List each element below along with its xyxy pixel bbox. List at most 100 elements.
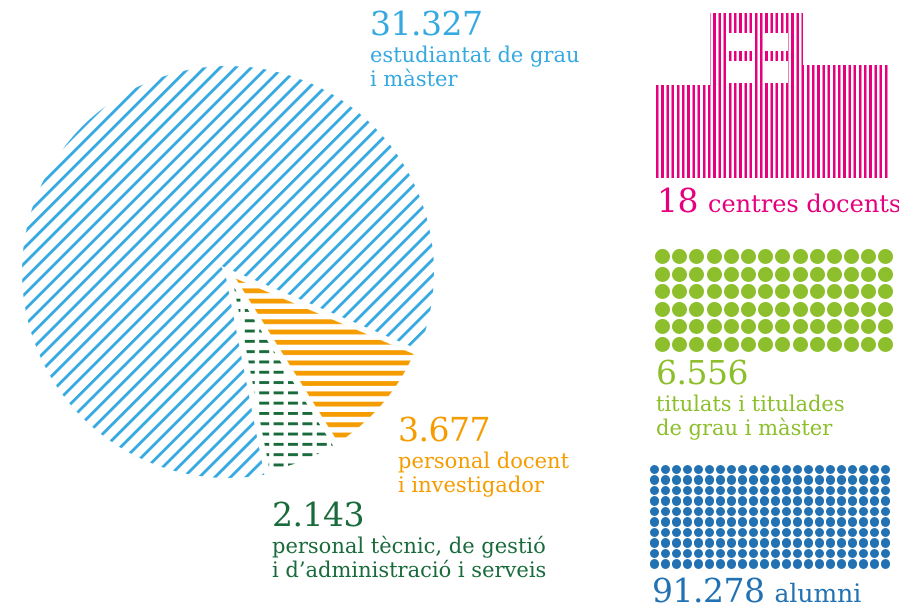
dot xyxy=(748,517,759,527)
dot xyxy=(844,301,860,317)
dot xyxy=(693,548,704,559)
dot xyxy=(650,496,660,506)
dot xyxy=(809,319,825,335)
dot xyxy=(650,485,660,496)
dot xyxy=(792,319,808,335)
pdi-label-line1: personal docent xyxy=(398,448,570,473)
dot xyxy=(682,465,693,475)
dot xyxy=(704,506,715,517)
pie-slice-pdi xyxy=(220,265,422,451)
dot xyxy=(682,485,693,496)
dot xyxy=(759,548,770,559)
dot xyxy=(878,266,894,282)
dot xyxy=(826,249,842,264)
dot xyxy=(682,527,693,538)
dot xyxy=(706,284,722,300)
dot xyxy=(836,527,847,538)
dot xyxy=(781,485,792,496)
dot xyxy=(869,496,880,506)
dot xyxy=(836,559,847,569)
dot xyxy=(693,559,704,569)
dot xyxy=(715,465,726,475)
dot xyxy=(858,465,869,475)
dot xyxy=(723,301,739,317)
dot xyxy=(737,485,748,496)
dot xyxy=(878,284,894,300)
dot xyxy=(847,538,858,548)
dot xyxy=(650,475,660,485)
dot xyxy=(880,538,891,548)
dot xyxy=(682,559,693,569)
dot xyxy=(781,475,792,485)
centres-label: centres docents xyxy=(708,190,899,218)
dot xyxy=(880,559,891,569)
dot xyxy=(748,538,759,548)
dot xyxy=(880,517,891,527)
dot xyxy=(715,475,726,485)
dot xyxy=(758,284,774,300)
dot xyxy=(704,538,715,548)
dot xyxy=(880,506,891,517)
dot xyxy=(869,465,880,475)
dot xyxy=(880,527,891,538)
dot xyxy=(737,538,748,548)
dot xyxy=(660,465,671,475)
dot xyxy=(723,319,739,335)
dot xyxy=(704,485,715,496)
dot xyxy=(693,538,704,548)
dot xyxy=(825,527,836,538)
dot xyxy=(858,485,869,496)
dot xyxy=(809,266,825,282)
dot xyxy=(737,465,748,475)
dot xyxy=(726,559,737,569)
pdi-label-line2: i investigador xyxy=(398,473,544,498)
dot xyxy=(781,465,792,475)
dot xyxy=(792,506,803,517)
dot xyxy=(758,301,774,317)
dot xyxy=(704,527,715,538)
dot xyxy=(814,475,825,485)
dot xyxy=(803,465,814,475)
dot xyxy=(715,548,726,559)
dot xyxy=(758,336,774,352)
dot xyxy=(737,496,748,506)
dot xyxy=(655,336,670,352)
dot xyxy=(847,485,858,496)
dot xyxy=(792,249,808,264)
dot xyxy=(814,465,825,475)
dot xyxy=(836,475,847,485)
dot xyxy=(693,475,704,485)
dot xyxy=(740,336,756,352)
dot xyxy=(775,284,791,300)
dot xyxy=(748,465,759,475)
dot xyxy=(847,559,858,569)
dot xyxy=(726,538,737,548)
dot xyxy=(740,319,756,335)
dot xyxy=(650,538,660,548)
dot xyxy=(770,559,781,569)
dot xyxy=(825,517,836,527)
dot xyxy=(723,336,739,352)
dot xyxy=(689,266,705,282)
dot xyxy=(792,559,803,569)
dot xyxy=(792,465,803,475)
dot xyxy=(682,538,693,548)
dot xyxy=(740,301,756,317)
dot xyxy=(781,517,792,527)
dot xyxy=(682,517,693,527)
dot xyxy=(715,517,726,527)
dot xyxy=(650,465,660,475)
students-label-line2: i màster xyxy=(370,67,458,92)
dot xyxy=(706,266,722,282)
dot xyxy=(869,548,880,559)
dot xyxy=(671,496,682,506)
dot xyxy=(671,517,682,527)
dot xyxy=(759,475,770,485)
dot xyxy=(847,527,858,538)
dot xyxy=(715,538,726,548)
dot xyxy=(825,475,836,485)
dot xyxy=(803,548,814,559)
dot xyxy=(836,485,847,496)
dot xyxy=(814,538,825,548)
dot xyxy=(726,527,737,538)
